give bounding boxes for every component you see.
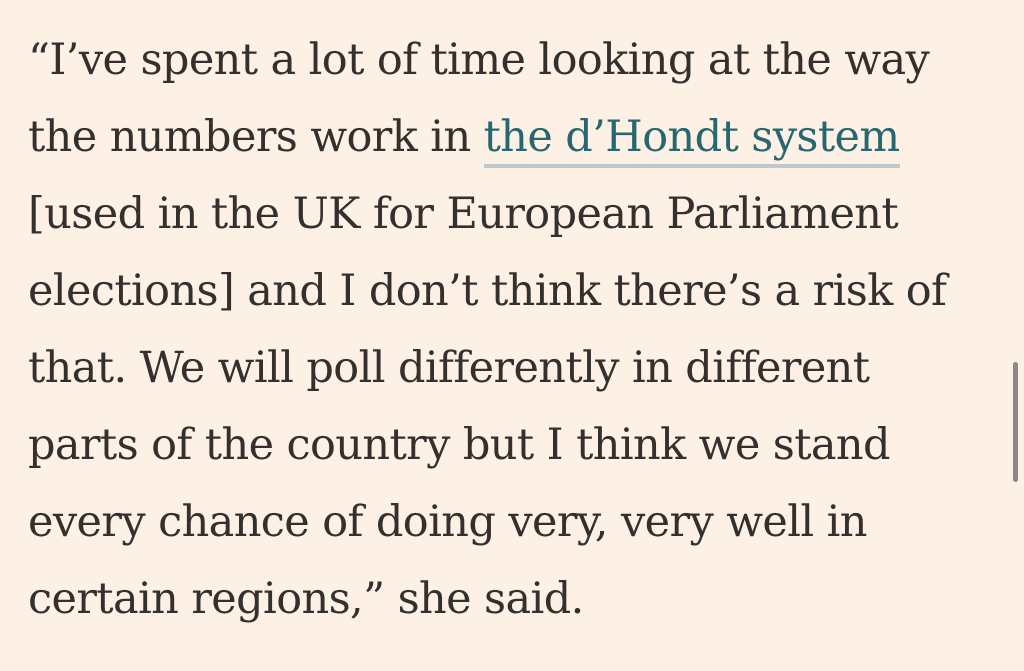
dhondt-system-link[interactable]: the d’Hondt system	[483, 112, 900, 168]
paragraph-line-3: [used in the UK for European Parliament	[28, 189, 899, 239]
paragraph-line-2: the numbers work in the d’Hondt system	[28, 99, 988, 176]
paragraph-line-7: every chance of doing very, very well in	[28, 497, 867, 547]
vertical-scrollbar[interactable]	[1013, 362, 1018, 482]
paragraph-line-1: “I’ve spent a lot of time looking at the…	[28, 35, 930, 85]
paragraph-line-4: elections] and I don’t think there’s a r…	[28, 266, 947, 316]
article-paragraph: “I’ve spent a lot of time looking at the…	[28, 22, 988, 638]
paragraph-line-6: parts of the country but I think we stan…	[28, 420, 891, 470]
paragraph-line-5: that. We will poll differently in differ…	[28, 343, 870, 393]
paragraph-line-8: certain regions,” she said.	[28, 574, 584, 624]
paragraph-line-2-text: the numbers work in	[28, 112, 484, 162]
